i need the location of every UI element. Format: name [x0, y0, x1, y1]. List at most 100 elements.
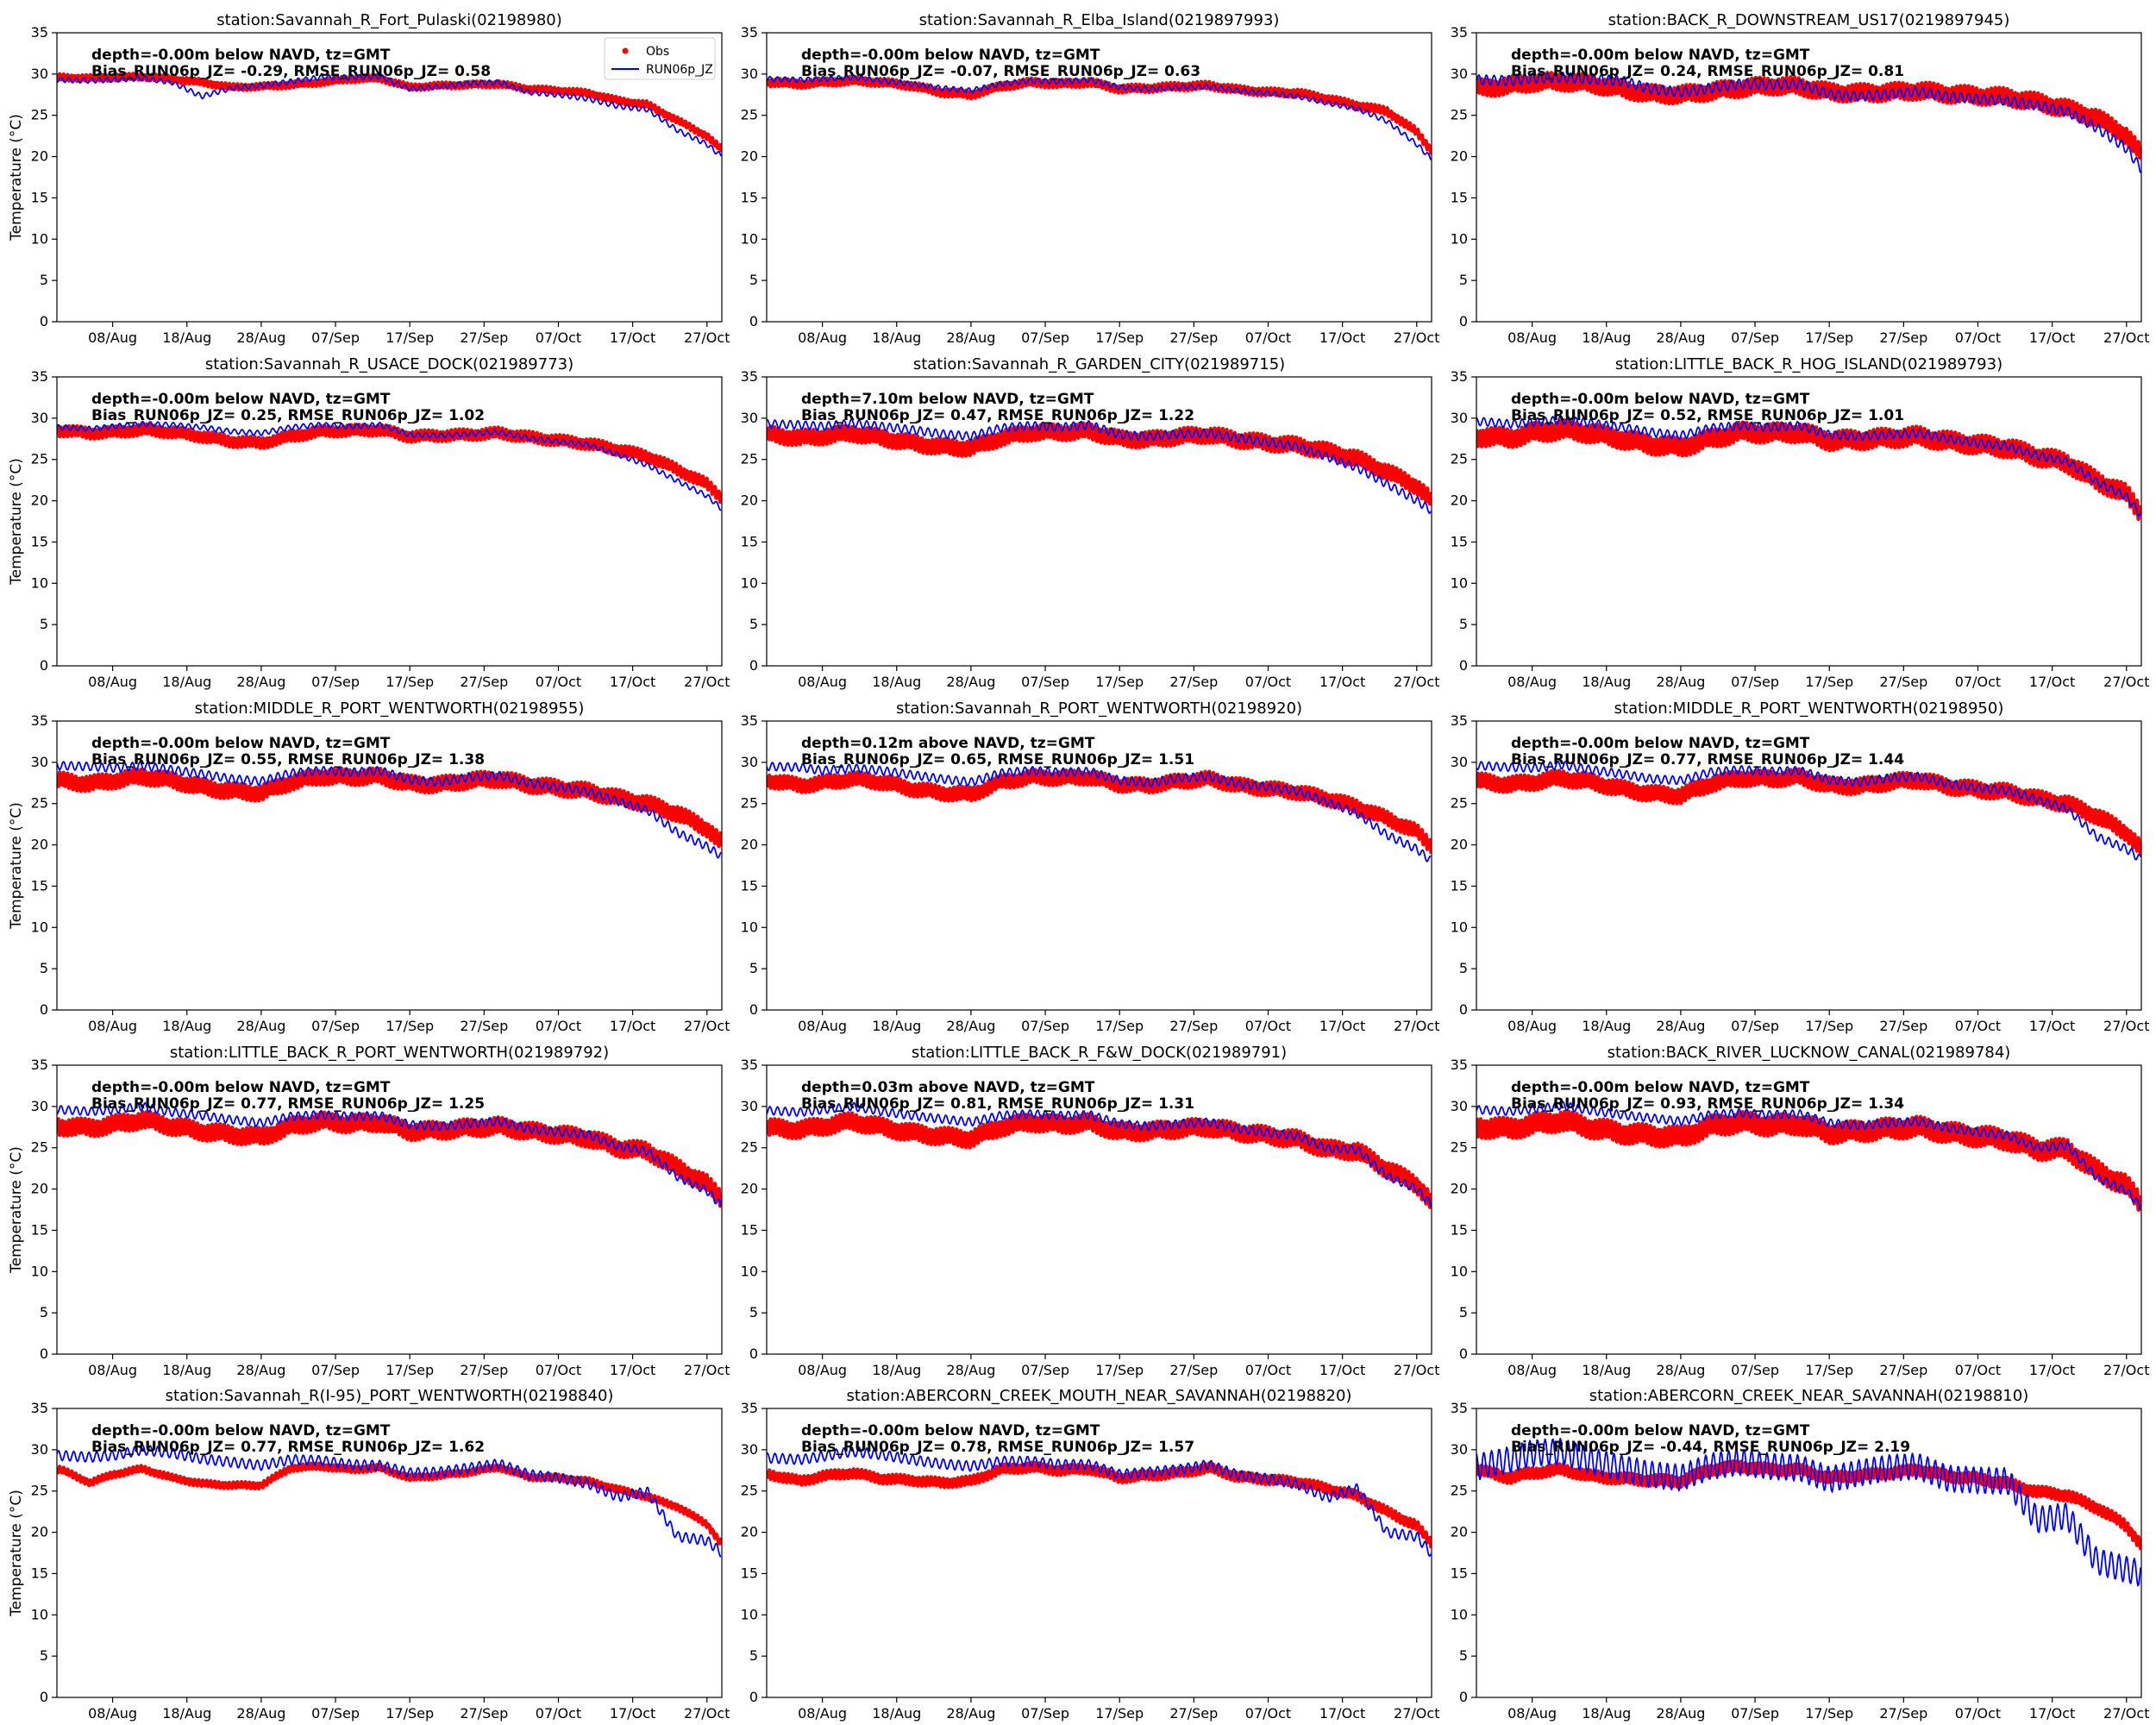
y-tick-label: 30 — [741, 1098, 758, 1114]
x-tick-label: 07/Sep — [1021, 1362, 1069, 1378]
x-tick-label: 08/Aug — [1507, 1018, 1557, 1034]
y-tick-label: 15 — [1451, 533, 1468, 549]
model-series — [767, 1101, 1432, 1208]
y-tick-label: 15 — [1451, 1565, 1468, 1581]
plot-area — [57, 1101, 722, 1208]
x-tick-label: 18/Aug — [162, 1018, 211, 1034]
y-tick-label: 10 — [1451, 574, 1468, 591]
x-tick-label: 27/Oct — [1394, 1705, 1439, 1722]
axes-frame — [1476, 720, 2142, 1011]
obs-series — [767, 74, 1432, 155]
x-tick-label: 18/Aug — [1582, 1018, 1631, 1034]
obs-series — [1476, 1458, 2141, 1551]
x-tick-label: 17/Sep — [1095, 674, 1144, 690]
y-tick-label: 5 — [1459, 1647, 1468, 1664]
y-tick-label: 0 — [749, 1001, 758, 1018]
y-tick-label: 20 — [1451, 1524, 1468, 1540]
y-tick-label: 25 — [741, 107, 758, 123]
x-tick-label: 08/Aug — [798, 1018, 847, 1034]
y-tick-label: 20 — [31, 492, 48, 509]
y-tick-label: 30 — [741, 410, 758, 426]
y-tick-label: 25 — [1451, 1139, 1468, 1156]
x-tick-label: 08/Aug — [88, 1362, 137, 1378]
x-tick-label: 18/Aug — [872, 1705, 921, 1722]
depth-annotation: depth=-0.00m below NAVD, tz=GMT — [801, 47, 1100, 64]
x-tick-label: 28/Aug — [1656, 1362, 1705, 1378]
y-tick-label: 30 — [31, 1098, 48, 1114]
station-panel: station:ABERCORN_CREEK_MOUTH_NEAR_SAVANN… — [741, 1387, 1440, 1722]
x-tick-label: 17/Sep — [385, 674, 434, 690]
y-tick-label: 0 — [1459, 657, 1468, 674]
y-tick-label: 25 — [741, 1483, 758, 1499]
x-tick-label: 08/Aug — [88, 329, 137, 346]
x-tick-label: 08/Aug — [1507, 329, 1557, 346]
station-panel: station:LITTLE_BACK_R_HOG_ISLAND(0219897… — [1451, 355, 2150, 690]
station-panel: station:BACK_R_DOWNSTREAM_US17(021989794… — [1451, 11, 2150, 346]
obs-series — [767, 1460, 1432, 1549]
y-axis-label: Temperature (°C) — [8, 458, 25, 586]
x-tick-label: 17/Sep — [1095, 1018, 1144, 1034]
y-tick-label: 35 — [31, 1400, 48, 1416]
panel-title: station:LITTLE_BACK_R_F&W_DOCK(021989791… — [912, 1044, 1287, 1062]
y-tick-label: 10 — [741, 230, 758, 247]
y-tick-label: 35 — [1451, 24, 1468, 41]
x-tick-label: 07/Sep — [1021, 329, 1069, 346]
x-tick-label: 27/Sep — [460, 1362, 508, 1378]
x-tick-label: 17/Sep — [385, 1362, 434, 1378]
x-tick-label: 07/Oct — [1245, 1705, 1291, 1722]
x-tick-label: 07/Oct — [536, 1705, 581, 1722]
depth-annotation: depth=-0.00m below NAVD, tz=GMT — [801, 1422, 1100, 1440]
y-tick-label: 25 — [31, 1139, 48, 1156]
panel-title: station:Savannah_R_Elba_Island(021989799… — [919, 11, 1280, 29]
y-tick-label: 30 — [1451, 410, 1468, 426]
x-tick-label: 28/Aug — [236, 329, 285, 346]
y-tick-label: 15 — [1451, 1221, 1468, 1238]
x-tick-label: 27/Oct — [1394, 1018, 1439, 1034]
y-tick-label: 10 — [31, 1263, 48, 1279]
y-axis-label: Temperature (°C) — [8, 802, 25, 930]
y-tick-label: 5 — [1459, 1304, 1468, 1320]
x-tick-label: 27/Oct — [1394, 329, 1439, 346]
model-series — [767, 417, 1432, 514]
plot-area — [767, 1446, 1432, 1557]
x-tick-label: 18/Aug — [1582, 674, 1631, 690]
station-panel: station:LITTLE_BACK_R_PORT_WENTWORTH(021… — [8, 1044, 730, 1378]
x-tick-label: 07/Oct — [536, 1362, 581, 1378]
x-tick-label: 28/Aug — [236, 674, 285, 690]
y-tick-label: 15 — [31, 1565, 48, 1581]
x-tick-label: 27/Sep — [1879, 1018, 1927, 1034]
legend-obs-marker — [622, 47, 629, 54]
stats-annotation: Bias_RUN06p_JZ= -0.07, RMSE_RUN06p_JZ= 0… — [801, 63, 1200, 80]
y-tick-label: 10 — [31, 1606, 48, 1622]
model-series — [57, 420, 722, 511]
y-tick-label: 10 — [741, 1606, 758, 1622]
x-tick-label: 27/Sep — [1879, 329, 1927, 346]
x-tick-label: 17/Oct — [1319, 674, 1365, 690]
x-tick-label: 27/Sep — [460, 674, 508, 690]
x-tick-label: 07/Sep — [1731, 674, 1779, 690]
obs-series — [57, 422, 722, 505]
station-panel: station:Savannah_R_PORT_WENTWORTH(021989… — [741, 699, 1440, 1034]
x-tick-label: 18/Aug — [162, 674, 211, 690]
x-tick-label: 17/Sep — [1805, 1362, 1853, 1378]
depth-annotation: depth=-0.00m below NAVD, tz=GMT — [1511, 1079, 1810, 1096]
x-tick-label: 27/Oct — [1394, 674, 1439, 690]
y-tick-label: 35 — [741, 24, 758, 41]
y-tick-label: 20 — [741, 492, 758, 509]
y-tick-label: 15 — [741, 877, 758, 894]
panel-title: station:MIDDLE_R_PORT_WENTWORTH(02198955… — [195, 699, 585, 718]
x-tick-label: 07/Oct — [1955, 1705, 2001, 1722]
x-tick-label: 27/Sep — [1879, 674, 1927, 690]
y-tick-label: 0 — [749, 1346, 758, 1362]
y-tick-label: 5 — [749, 1647, 758, 1664]
stats-annotation: Bias_RUN06p_JZ= -0.44, RMSE_RUN06p_JZ= 2… — [1511, 1439, 1910, 1456]
y-tick-label: 5 — [749, 272, 758, 288]
x-tick-label: 08/Aug — [1507, 1362, 1557, 1378]
x-tick-label: 28/Aug — [1656, 1018, 1705, 1034]
y-tick-label: 0 — [40, 1689, 48, 1705]
y-tick-label: 35 — [31, 712, 48, 729]
x-tick-label: 17/Oct — [1319, 329, 1365, 346]
y-tick-label: 35 — [31, 368, 48, 385]
x-tick-label: 17/Oct — [2029, 1362, 2075, 1378]
